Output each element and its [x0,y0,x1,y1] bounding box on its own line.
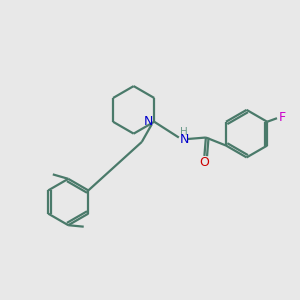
Text: F: F [278,111,286,124]
Text: H: H [180,127,188,137]
Text: N: N [144,115,154,128]
Text: O: O [200,156,209,169]
Text: N: N [179,133,189,146]
